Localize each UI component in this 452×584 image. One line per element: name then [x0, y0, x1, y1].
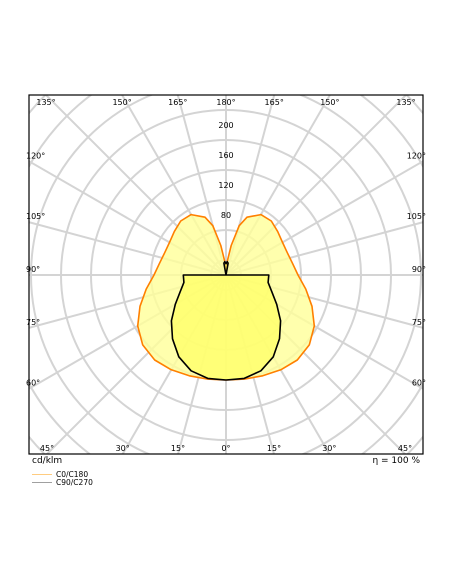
- angle-tick-label: 15°: [267, 444, 281, 453]
- angle-tick-label: 30°: [322, 444, 336, 453]
- angle-tick-label: 90°: [412, 265, 426, 274]
- angle-tick-label: 150°: [112, 98, 131, 107]
- angle-tick-label: 75°: [412, 318, 426, 327]
- legend-item-c0: C0/C180: [32, 470, 88, 479]
- legend-swatch-c0: [32, 474, 52, 475]
- legend-label-c90: C90/C270: [56, 478, 93, 487]
- angle-tick-label: 45°: [398, 444, 412, 453]
- legend-item-c90: C90/C270: [32, 478, 93, 487]
- angle-tick-labels: 135° 150° 165° 180° 165° 150° 135° 120° 120° 105°…: [26, 98, 426, 453]
- radial-tick-label: 160: [218, 151, 233, 160]
- angle-tick-label: 0°: [221, 444, 230, 453]
- angle-tick-label: 165°: [265, 98, 284, 107]
- legend-swatch-c90: [32, 482, 52, 483]
- angle-tick-label: 135°: [396, 98, 415, 107]
- angle-tick-label: 150°: [320, 98, 339, 107]
- unit-label: cd/klm: [32, 456, 63, 466]
- angle-tick-label: 15°: [171, 444, 185, 453]
- legend-label-c0: C0/C180: [56, 470, 89, 479]
- angle-tick-label: 105°: [407, 212, 426, 221]
- angle-tick-label: 60°: [412, 379, 426, 388]
- radial-tick-label: 120: [218, 181, 233, 190]
- angle-tick-label: 30°: [116, 444, 130, 453]
- radial-tick-labels: 80 120 160 200: [218, 121, 233, 220]
- angle-tick-label: 60°: [26, 379, 40, 388]
- angle-tick-label: 120°: [26, 151, 45, 160]
- angle-tick-label: 75°: [26, 318, 40, 327]
- radial-tick-label: 200: [218, 121, 233, 130]
- efficiency-label: η = 100 %: [372, 456, 420, 466]
- angle-tick-label: 120°: [407, 151, 426, 160]
- angle-tick-label: 180°: [216, 98, 235, 107]
- angle-tick-label: 165°: [168, 98, 187, 107]
- angle-tick-label: 90°: [26, 265, 40, 274]
- angle-tick-label: 135°: [36, 98, 55, 107]
- series-c90-c270: [170, 260, 282, 381]
- angle-tick-label: 45°: [40, 444, 54, 453]
- radial-tick-label: 80: [221, 211, 231, 220]
- chart-border: [28, 94, 424, 455]
- series-layer: [136, 213, 316, 381]
- angle-tick-label: 105°: [26, 212, 45, 221]
